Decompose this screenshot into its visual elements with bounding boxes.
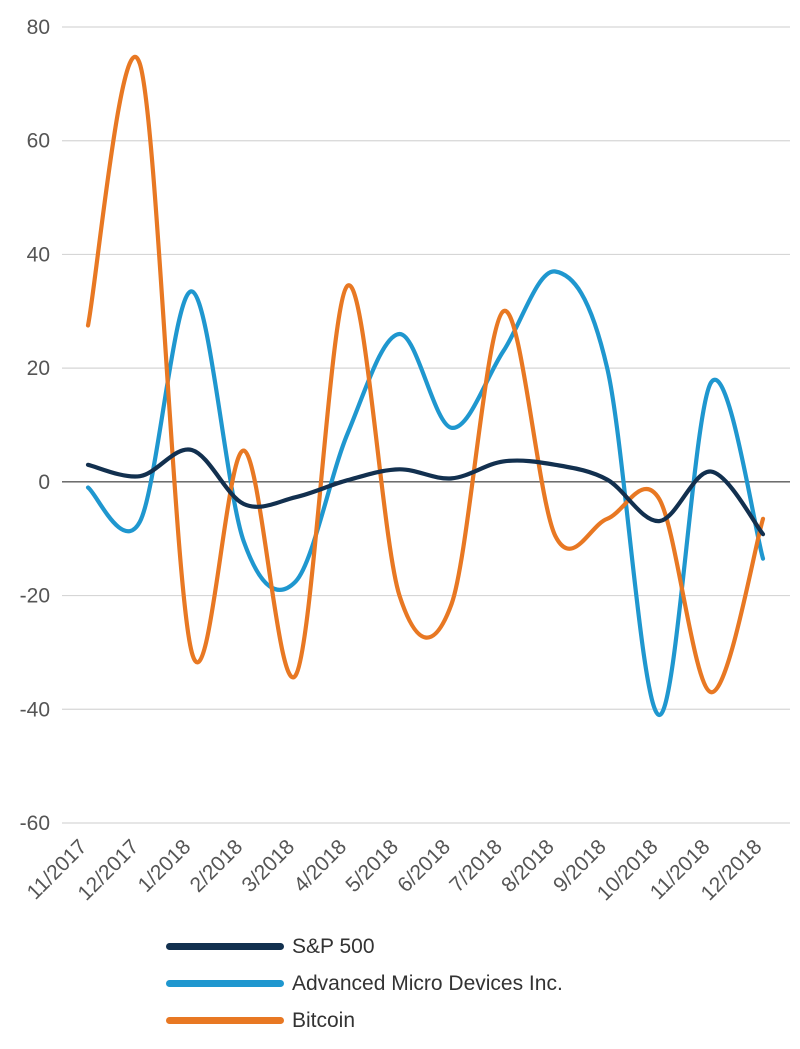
y-tick-label: -40 — [20, 698, 50, 721]
y-tick-label: 80 — [27, 16, 50, 39]
y-tick-label: -60 — [20, 812, 50, 835]
x-tick-label: 7/2018 — [445, 835, 507, 897]
x-axis-ticks: 11/201712/20171/20182/20183/20184/20185/… — [23, 835, 767, 905]
legend-label-amd: Advanced Micro Devices Inc. — [292, 971, 563, 995]
series-lines — [85, 54, 766, 718]
legend-item-sp500: S&P 500 — [166, 928, 563, 965]
legend-swatch-amd — [166, 980, 284, 987]
legend-item-amd: Advanced Micro Devices Inc. — [166, 965, 563, 1002]
y-tick-label: 40 — [27, 243, 50, 266]
legend-label-sp500: S&P 500 — [292, 934, 375, 958]
x-tick-label: 4/2018 — [289, 835, 351, 897]
series-line-amd — [85, 269, 766, 718]
y-tick-label: 60 — [27, 130, 50, 153]
series-line-sp500 — [85, 447, 766, 537]
legend-swatch-sp500 — [166, 943, 284, 950]
x-tick-label: 1/2018 — [134, 835, 196, 897]
x-tick-label: 2/2018 — [186, 835, 248, 897]
y-tick-label: 20 — [27, 357, 50, 380]
x-tick-label: 6/2018 — [393, 835, 455, 897]
x-tick-label: 5/2018 — [341, 835, 403, 897]
legend-swatch-bitcoin — [166, 1017, 284, 1024]
legend: S&P 500 Advanced Micro Devices Inc. Bitc… — [166, 928, 563, 1039]
legend-label-bitcoin: Bitcoin — [292, 1008, 356, 1032]
y-axis-ticks: 80 60 40 20 0 -20 -40 -60 — [20, 16, 50, 835]
legend-item-bitcoin: Bitcoin — [166, 1002, 563, 1039]
x-tick-label: 8/2018 — [497, 835, 559, 897]
y-tick-label: -20 — [20, 585, 50, 608]
x-tick-label: 3/2018 — [238, 835, 300, 897]
y-tick-label: 0 — [38, 471, 50, 494]
